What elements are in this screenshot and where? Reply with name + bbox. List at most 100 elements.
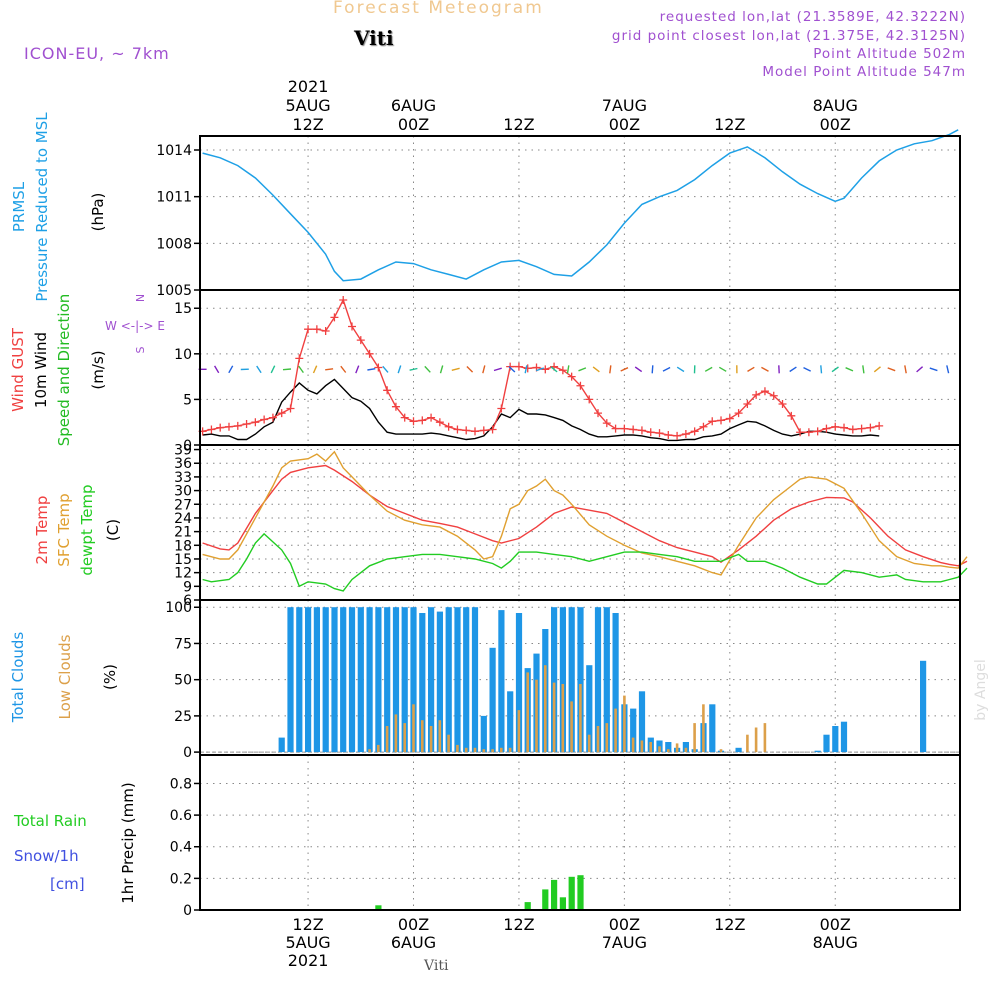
low-clouds-bar bbox=[473, 747, 477, 753]
wind-gust-marker bbox=[471, 427, 480, 436]
panel-frame-temp bbox=[199, 444, 961, 601]
top-time-label: 7AUG bbox=[602, 96, 647, 115]
wind-direction-arrow bbox=[397, 365, 402, 374]
wind-gust-marker bbox=[717, 416, 726, 425]
wind-direction-arrow bbox=[820, 365, 823, 374]
total-clouds-bar bbox=[559, 607, 566, 753]
total-clouds-bar bbox=[832, 726, 839, 753]
y-tick-label: 33 bbox=[174, 470, 192, 486]
total-clouds-bar bbox=[296, 607, 303, 753]
low-clouds-bar bbox=[464, 747, 468, 753]
total-clouds-bar bbox=[419, 613, 426, 753]
y-tick-label: 75 bbox=[174, 636, 192, 652]
bottom-time-label: 00Z bbox=[820, 915, 851, 934]
top-time-label: 12Z bbox=[714, 115, 745, 134]
wind-gust-marker bbox=[295, 354, 304, 363]
wind-direction-arrow bbox=[482, 365, 486, 374]
snow-unit-label: [cm] bbox=[50, 875, 85, 893]
location-title: Viti bbox=[354, 26, 394, 50]
wind-gust-marker bbox=[576, 381, 585, 390]
wind-gust-marker bbox=[848, 425, 857, 434]
total-clouds-bar bbox=[287, 607, 294, 753]
wind-dir-label: Speed and Direction bbox=[55, 294, 73, 447]
y-tick-label: 27 bbox=[174, 497, 192, 513]
total-clouds-bar bbox=[920, 660, 927, 753]
wind-direction-arrow bbox=[535, 367, 545, 372]
low-clouds-bar bbox=[605, 723, 609, 753]
wind-gust-marker bbox=[620, 424, 629, 433]
model-name: ICON-EU, ~ 7km bbox=[24, 44, 170, 63]
bottom-time-label: 8AUG bbox=[813, 933, 858, 952]
wind-direction-arrow bbox=[620, 367, 629, 372]
wind-gust-marker bbox=[602, 419, 611, 428]
wind-direction-arrow bbox=[256, 365, 262, 374]
wind-direction-arrow bbox=[578, 367, 587, 372]
wind-direction-arrow bbox=[312, 365, 318, 374]
rain-label: Total Rain bbox=[13, 812, 87, 830]
y-tick-label: 36 bbox=[174, 456, 192, 472]
clouds-unit: (%) bbox=[101, 664, 119, 690]
bottom-time-label: 00Z bbox=[609, 915, 640, 934]
wind-gust-marker bbox=[242, 420, 251, 429]
wind-direction-arrow bbox=[634, 366, 643, 373]
pressure-label-msl: Pressure Reduced to MSL bbox=[33, 112, 51, 302]
wind-gust-marker bbox=[453, 425, 462, 434]
bottom-time-label: 5AUG bbox=[285, 933, 330, 952]
total-clouds-bar bbox=[384, 607, 391, 753]
wind-direction-arrow bbox=[508, 366, 516, 373]
low-clouds-bar bbox=[500, 747, 503, 753]
wind-direction-arrow bbox=[803, 366, 812, 372]
wind-direction-arrow bbox=[747, 366, 755, 372]
wind-direction-arrow bbox=[466, 366, 474, 373]
y-tick-label: 12 bbox=[174, 566, 192, 582]
low-clouds-bar bbox=[561, 684, 565, 753]
low-clouds-bar bbox=[667, 749, 670, 753]
wind-gust-marker bbox=[866, 423, 875, 432]
total-clouds-bar bbox=[638, 691, 646, 753]
wind-gust-marker bbox=[374, 363, 383, 372]
total-clouds-bar bbox=[454, 607, 461, 753]
low-clouds-bar bbox=[508, 747, 512, 753]
compass-we: W <-|-> E bbox=[105, 319, 165, 333]
y-tick-label: 6 bbox=[183, 593, 192, 609]
total-clouds-bar bbox=[735, 747, 742, 753]
y-tick-label: 21 bbox=[174, 525, 192, 541]
low-clouds-bar bbox=[702, 704, 705, 753]
bottom-time-label: 12Z bbox=[714, 915, 745, 934]
low-clouds-bar bbox=[754, 727, 758, 753]
wind-direction-arrow bbox=[609, 365, 612, 374]
total-clouds-bar bbox=[665, 742, 672, 753]
top-time-label: 2021 bbox=[288, 77, 329, 96]
wind-direction-arrow bbox=[946, 365, 950, 374]
total-clouds-bar bbox=[577, 607, 584, 753]
low-clouds-bar bbox=[693, 723, 696, 753]
low-clouds-bar bbox=[385, 726, 389, 753]
wind-gust-marker bbox=[383, 386, 392, 395]
total-clouds-bar bbox=[507, 691, 514, 753]
clouds-low-label: Low Clouds bbox=[56, 634, 74, 719]
low-clouds-bar bbox=[746, 734, 749, 753]
wind-gust-marker bbox=[286, 404, 295, 413]
wind-direction-arrow bbox=[662, 366, 671, 372]
low-clouds-bar bbox=[623, 695, 626, 753]
wind-direction-arrow bbox=[228, 365, 234, 374]
low-clouds-bar bbox=[429, 726, 433, 753]
wind-direction-arrow bbox=[451, 367, 460, 371]
wind-gust-marker bbox=[725, 414, 734, 423]
low-clouds-bar bbox=[368, 749, 371, 753]
compass-n: N bbox=[134, 294, 147, 302]
wind-direction-arrow bbox=[929, 367, 938, 372]
wind-gust-marker bbox=[444, 422, 453, 431]
wind-gust-marker bbox=[585, 395, 594, 404]
top-time-label: 00Z bbox=[609, 115, 640, 134]
y-tick-label: 0 bbox=[183, 903, 192, 919]
wind-gust-marker bbox=[330, 313, 339, 322]
wind-gust-marker bbox=[435, 418, 444, 427]
wind-direction-arrow bbox=[213, 365, 220, 374]
footer-location: Viti bbox=[424, 958, 449, 974]
wind-direction-arrow bbox=[493, 367, 502, 372]
total-clouds-bar bbox=[568, 607, 575, 753]
wind-gust-marker bbox=[348, 322, 356, 331]
total-clouds-bar bbox=[375, 607, 382, 753]
